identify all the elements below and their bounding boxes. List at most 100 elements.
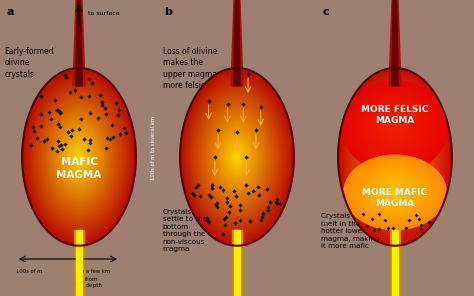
Ellipse shape [193,89,281,225]
Ellipse shape [358,165,432,219]
Ellipse shape [232,149,242,164]
Ellipse shape [344,82,447,173]
Ellipse shape [394,192,396,193]
Ellipse shape [364,99,427,155]
Ellipse shape [201,101,273,213]
Ellipse shape [65,135,93,179]
Ellipse shape [345,83,445,171]
Ellipse shape [350,87,440,227]
Polygon shape [392,230,398,296]
Polygon shape [235,230,239,296]
Ellipse shape [381,135,409,179]
Text: MORE MAFIC
MAGMA: MORE MAFIC MAGMA [363,188,428,208]
Ellipse shape [35,87,124,226]
Ellipse shape [348,86,442,169]
Ellipse shape [377,111,413,144]
Ellipse shape [377,129,413,185]
Ellipse shape [45,104,113,210]
Ellipse shape [373,123,417,191]
Ellipse shape [386,120,404,135]
Ellipse shape [199,98,275,216]
Ellipse shape [382,183,408,202]
Ellipse shape [227,141,247,173]
Ellipse shape [349,86,440,228]
Ellipse shape [372,176,418,209]
Ellipse shape [74,149,84,164]
Ellipse shape [392,124,399,130]
Ellipse shape [206,108,268,206]
Polygon shape [74,230,84,296]
Ellipse shape [385,185,405,200]
Ellipse shape [392,152,398,161]
Ellipse shape [225,138,249,176]
Ellipse shape [376,110,414,144]
Ellipse shape [384,140,406,173]
Ellipse shape [42,99,116,215]
Ellipse shape [189,81,285,232]
Ellipse shape [365,170,426,215]
Ellipse shape [372,107,419,148]
Ellipse shape [219,129,255,185]
Ellipse shape [77,154,81,160]
Ellipse shape [41,98,117,216]
Ellipse shape [205,107,269,207]
Ellipse shape [390,149,400,165]
Ellipse shape [380,114,410,140]
Ellipse shape [339,69,451,244]
Ellipse shape [218,127,256,186]
Ellipse shape [188,80,286,234]
Ellipse shape [55,120,103,194]
Ellipse shape [344,77,446,237]
Ellipse shape [215,123,259,191]
Ellipse shape [340,71,450,242]
Ellipse shape [208,111,266,203]
Ellipse shape [369,174,420,211]
Ellipse shape [374,123,416,190]
Ellipse shape [393,126,397,129]
Ellipse shape [367,172,423,213]
Ellipse shape [372,120,419,194]
Ellipse shape [376,127,414,187]
Ellipse shape [24,71,134,243]
Text: Loss of olivine
makes the
upper magma
more felsic: Loss of olivine makes the upper magma mo… [163,47,217,90]
Ellipse shape [64,133,94,181]
Ellipse shape [360,102,430,211]
Ellipse shape [350,88,439,167]
Ellipse shape [33,84,126,229]
Ellipse shape [233,151,241,163]
Ellipse shape [338,68,452,246]
Ellipse shape [56,121,102,192]
Ellipse shape [353,90,437,164]
Text: MORE FELSIC
MAGMA: MORE FELSIC MAGMA [361,105,428,126]
Ellipse shape [347,158,442,227]
Ellipse shape [380,133,410,180]
Ellipse shape [359,96,431,159]
Ellipse shape [358,95,432,160]
Ellipse shape [378,180,411,205]
Ellipse shape [349,86,441,168]
Ellipse shape [371,106,419,149]
Ellipse shape [356,96,434,218]
Ellipse shape [368,173,422,212]
Text: 100s of m to several km: 100s of m to several km [151,116,155,180]
Polygon shape [234,0,240,86]
Ellipse shape [234,152,240,161]
Ellipse shape [383,138,407,176]
Ellipse shape [369,104,421,150]
Ellipse shape [63,132,95,182]
Ellipse shape [75,151,83,163]
Ellipse shape [372,107,418,147]
Ellipse shape [351,88,439,226]
Text: Early-formed
olivine
crystals: Early-formed olivine crystals [5,47,54,78]
Ellipse shape [37,92,121,222]
Text: MAFIC
MAGMA: MAFIC MAGMA [56,157,101,180]
Ellipse shape [356,93,434,162]
Ellipse shape [58,124,100,189]
Ellipse shape [39,95,119,219]
Ellipse shape [381,115,409,140]
Ellipse shape [392,151,399,163]
Ellipse shape [372,121,418,192]
Ellipse shape [191,84,283,229]
Ellipse shape [198,96,276,218]
Ellipse shape [352,161,438,224]
